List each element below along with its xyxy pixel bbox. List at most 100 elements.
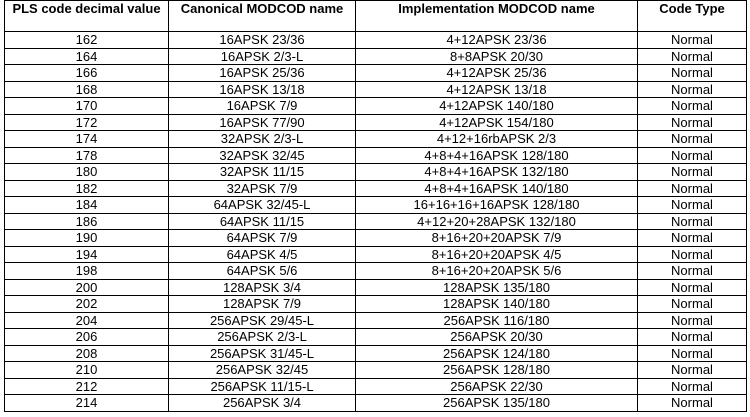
cell-implementation-modcod: 4+8+4+16APSK 132/180 xyxy=(355,163,638,181)
table-row: 170 16APSK 7/9 4+12APSK 140/180 Normal xyxy=(4,97,747,115)
table-row: 202 128APSK 7/9 128APSK 140/180 Normal xyxy=(4,295,747,313)
cell-canonical-modcod: 16APSK 2/3-L xyxy=(168,47,356,65)
cell-code-type: Normal xyxy=(637,377,747,395)
cell-code-type: Normal xyxy=(637,245,747,263)
table-row: 194 64APSK 4/5 8+16+20+20APSK 4/5 Normal xyxy=(4,245,747,263)
cell-implementation-modcod: 128APSK 140/180 xyxy=(355,295,638,313)
cell-canonical-modcod: 16APSK 7/9 xyxy=(168,97,356,115)
cell-pls-code: 200 xyxy=(4,278,169,296)
cell-code-type: Normal xyxy=(637,179,747,197)
table-row: 178 32APSK 32/45 4+8+4+16APSK 128/180 Norma… xyxy=(4,146,747,164)
cell-pls-code: 162 xyxy=(4,31,169,49)
cell-implementation-modcod: 256APSK 116/180 xyxy=(355,311,638,329)
table-header: PLS code decimal value Canonical MODCOD … xyxy=(4,0,747,32)
cell-implementation-modcod: 256APSK 128/180 xyxy=(355,361,638,379)
cell-pls-code: 172 xyxy=(4,113,169,131)
cell-code-type: Normal xyxy=(637,80,747,98)
cell-implementation-modcod: 16+16+16+16APSK 128/180 xyxy=(355,196,638,214)
cell-canonical-modcod: 16APSK 77/90 xyxy=(168,113,356,131)
cell-implementation-modcod: 8+16+20+20APSK 7/9 xyxy=(355,229,638,247)
cell-canonical-modcod: 16APSK 23/36 xyxy=(168,31,356,49)
cell-canonical-modcod: 256APSK 29/45-L xyxy=(168,311,356,329)
cell-implementation-modcod: 128APSK 135/180 xyxy=(355,278,638,296)
cell-implementation-modcod: 4+12APSK 140/180 xyxy=(355,97,638,115)
cell-pls-code: 194 xyxy=(4,245,169,263)
cell-pls-code: 166 xyxy=(4,64,169,82)
cell-code-type: Normal xyxy=(637,212,747,230)
cell-implementation-modcod: 256APSK 135/180 xyxy=(355,394,638,412)
table-row: 182 32APSK 7/9 4+8+4+16APSK 140/180 Normal xyxy=(4,179,747,197)
cell-code-type: Normal xyxy=(637,163,747,181)
cell-code-type: Normal xyxy=(637,295,747,313)
cell-implementation-modcod: 8+16+20+20APSK 4/5 xyxy=(355,245,638,263)
cell-implementation-modcod: 256APSK 20/30 xyxy=(355,328,638,346)
cell-implementation-modcod: 256APSK 124/180 xyxy=(355,344,638,362)
cell-implementation-modcod: 4+12APSK 25/36 xyxy=(355,64,638,82)
cell-pls-code: 210 xyxy=(4,361,169,379)
cell-code-type: Normal xyxy=(637,394,747,412)
cell-canonical-modcod: 256APSK 11/15-L xyxy=(168,377,356,395)
table-row: 184 64APSK 32/45-L 16+16+16+16APSK 128/180… xyxy=(4,196,747,214)
table-row: 208 256APSK 31/45-L 256APSK 124/180 Normal xyxy=(4,344,747,362)
cell-code-type: Normal xyxy=(637,344,747,362)
table-row: 168 16APSK 13/18 4+12APSK 13/18 Normal xyxy=(4,80,747,98)
cell-canonical-modcod: 64APSK 11/15 xyxy=(168,212,356,230)
table-row: 198 64APSK 5/6 8+16+20+20APSK 5/6 Normal xyxy=(4,262,747,280)
cell-code-type: Normal xyxy=(637,64,747,82)
cell-canonical-modcod: 16APSK 25/36 xyxy=(168,64,356,82)
cell-implementation-modcod: 8+8APSK 20/30 xyxy=(355,47,638,65)
cell-canonical-modcod: 16APSK 13/18 xyxy=(168,80,356,98)
cell-canonical-modcod: 128APSK 3/4 xyxy=(168,278,356,296)
cell-implementation-modcod: 4+8+4+16APSK 128/180 xyxy=(355,146,638,164)
cell-code-type: Normal xyxy=(637,278,747,296)
table-row: 212 256APSK 11/15-L 256APSK 22/30 Normal xyxy=(4,377,747,395)
cell-implementation-modcod: 4+8+4+16APSK 140/180 xyxy=(355,179,638,197)
cell-pls-code: 170 xyxy=(4,97,169,115)
cell-code-type: Normal xyxy=(637,47,747,65)
header-row: PLS code decimal value Canonical MODCOD … xyxy=(4,0,747,32)
cell-code-type: Normal xyxy=(637,361,747,379)
cell-canonical-modcod: 32APSK 11/15 xyxy=(168,163,356,181)
cell-pls-code: 212 xyxy=(4,377,169,395)
cell-code-type: Normal xyxy=(637,311,747,329)
table-row: 174 32APSK 2/3-L 4+12+16rbAPSK 2/3 Normal xyxy=(4,130,747,148)
cell-code-type: Normal xyxy=(637,113,747,131)
cell-canonical-modcod: 64APSK 4/5 xyxy=(168,245,356,263)
cell-code-type: Normal xyxy=(637,130,747,148)
table-row: 180 32APSK 11/15 4+8+4+16APSK 132/180 Norma… xyxy=(4,163,747,181)
cell-pls-code: 178 xyxy=(4,146,169,164)
cell-canonical-modcod: 256APSK 2/3-L xyxy=(168,328,356,346)
cell-code-type: Normal xyxy=(637,262,747,280)
cell-canonical-modcod: 256APSK 31/45-L xyxy=(168,344,356,362)
cell-pls-code: 198 xyxy=(4,262,169,280)
cell-pls-code: 190 xyxy=(4,229,169,247)
cell-pls-code: 202 xyxy=(4,295,169,313)
cell-canonical-modcod: 256APSK 3/4 xyxy=(168,394,356,412)
table-row: 200 128APSK 3/4 128APSK 135/180 Normal xyxy=(4,278,747,296)
cell-canonical-modcod: 128APSK 7/9 xyxy=(168,295,356,313)
table-row: 206 256APSK 2/3-L 256APSK 20/30 Normal xyxy=(4,328,747,346)
cell-implementation-modcod: 4+12+16rbAPSK 2/3 xyxy=(355,130,638,148)
header-pls-code: PLS code decimal value xyxy=(4,0,169,32)
cell-canonical-modcod: 64APSK 32/45-L xyxy=(168,196,356,214)
cell-canonical-modcod: 32APSK 32/45 xyxy=(168,146,356,164)
cell-pls-code: 168 xyxy=(4,80,169,98)
cell-implementation-modcod: 4+12APSK 13/18 xyxy=(355,80,638,98)
header-implementation-modcod: Implementation MODCOD name xyxy=(355,0,638,32)
header-code-type: Code Type xyxy=(637,0,747,32)
cell-canonical-modcod: 64APSK 7/9 xyxy=(168,229,356,247)
cell-code-type: Normal xyxy=(637,229,747,247)
cell-pls-code: 180 xyxy=(4,163,169,181)
cell-pls-code: 208 xyxy=(4,344,169,362)
cell-implementation-modcod: 256APSK 22/30 xyxy=(355,377,638,395)
table-row: 164 16APSK 2/3-L 8+8APSK 20/30 Normal xyxy=(4,47,747,65)
cell-pls-code: 184 xyxy=(4,196,169,214)
cell-code-type: Normal xyxy=(637,196,747,214)
cell-code-type: Normal xyxy=(637,328,747,346)
cell-implementation-modcod: 4+12APSK 154/180 xyxy=(355,113,638,131)
table-row: 166 16APSK 25/36 4+12APSK 25/36 Normal xyxy=(4,64,747,82)
cell-pls-code: 164 xyxy=(4,47,169,65)
table-row: 172 16APSK 77/90 4+12APSK 154/180 Normal xyxy=(4,113,747,131)
table-row: 214 256APSK 3/4 256APSK 135/180 Normal xyxy=(4,394,747,412)
cell-canonical-modcod: 32APSK 7/9 xyxy=(168,179,356,197)
